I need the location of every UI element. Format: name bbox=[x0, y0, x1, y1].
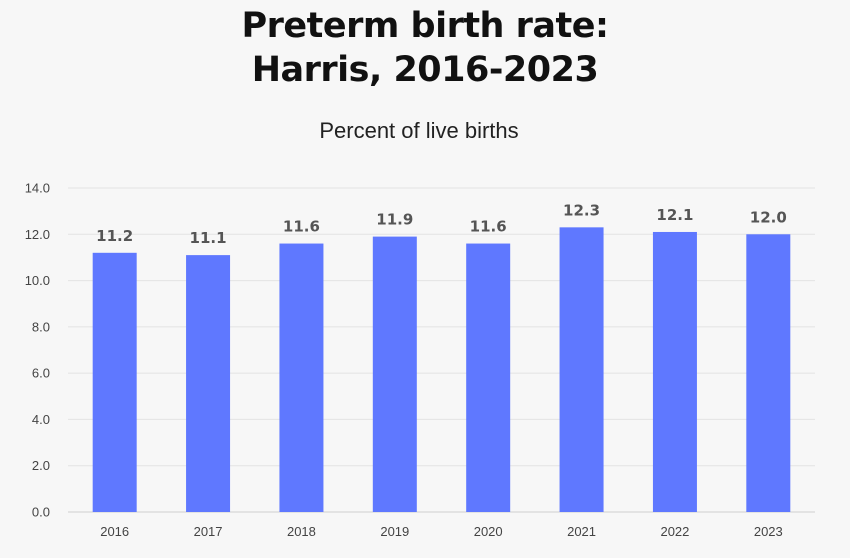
y-tick-label: 0.0 bbox=[32, 505, 50, 520]
x-tick-label: 2022 bbox=[660, 524, 689, 539]
bar bbox=[92, 252, 137, 513]
bar bbox=[186, 255, 231, 512]
data-label: 12.3 bbox=[563, 201, 600, 219]
y-tick-label: 14.0 bbox=[25, 181, 50, 196]
bar bbox=[372, 236, 417, 512]
y-tick-label: 12.0 bbox=[25, 227, 50, 242]
y-tick-label: 8.0 bbox=[32, 319, 50, 334]
y-tick-label: 4.0 bbox=[32, 412, 50, 427]
x-tick-label: 2017 bbox=[194, 524, 223, 539]
bar bbox=[559, 227, 604, 513]
data-label: 11.1 bbox=[190, 229, 227, 247]
data-label: 12.0 bbox=[750, 208, 787, 226]
bar bbox=[466, 243, 511, 513]
y-tick-label: 2.0 bbox=[32, 458, 50, 473]
data-label: 12.1 bbox=[656, 206, 693, 224]
data-label: 11.6 bbox=[283, 218, 320, 236]
chart-title-line-2: Harris, 2016-2023 bbox=[251, 50, 599, 90]
chart-subtitle: Percent of live births bbox=[319, 118, 519, 143]
x-tick-label: 2016 bbox=[100, 524, 129, 539]
data-label: 11.2 bbox=[96, 227, 133, 245]
x-tick-label: 2018 bbox=[287, 524, 316, 539]
chart-title: Preterm birth rate: Harris, 2016-2023 bbox=[0, 4, 850, 92]
data-label: 11.6 bbox=[470, 218, 507, 236]
bar bbox=[279, 243, 324, 513]
x-tick-label: 2021 bbox=[567, 524, 596, 539]
bar bbox=[652, 231, 697, 512]
chart-title-line-1: Preterm birth rate: bbox=[241, 6, 609, 46]
x-tick-label: 2019 bbox=[380, 524, 409, 539]
data-label: 11.9 bbox=[376, 211, 413, 229]
x-tick-label: 2023 bbox=[754, 524, 783, 539]
y-tick-label: 6.0 bbox=[32, 366, 50, 381]
y-tick-label: 10.0 bbox=[25, 273, 50, 288]
x-tick-label: 2020 bbox=[474, 524, 503, 539]
bar bbox=[746, 234, 791, 513]
